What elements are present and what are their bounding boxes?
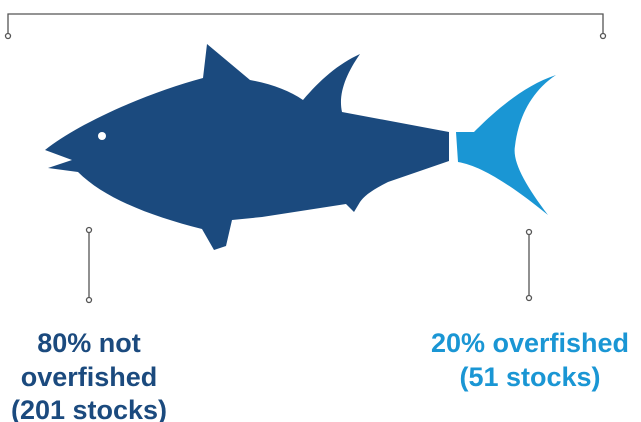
leader-end	[525, 294, 533, 302]
fish-body	[45, 44, 449, 250]
label-line: overfished	[21, 362, 158, 392]
leader-end	[85, 296, 93, 304]
fish-eye	[98, 132, 106, 140]
bracket-end	[4, 32, 12, 40]
bracket	[7, 13, 604, 34]
label-line: 80% not	[37, 328, 141, 358]
label-line: (51 stocks)	[459, 362, 600, 392]
leader-end	[525, 228, 533, 236]
label-line: (201 stocks)	[11, 395, 167, 422]
leader-end	[85, 226, 93, 234]
fish-tail	[456, 75, 556, 215]
bracket-end	[599, 32, 607, 40]
label-line: 20% overfished	[431, 328, 629, 358]
